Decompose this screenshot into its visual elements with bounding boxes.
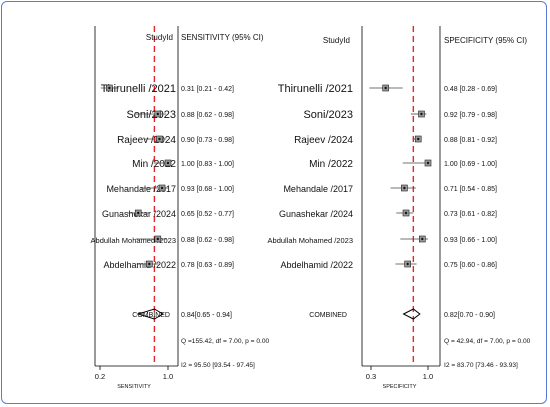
study-name: Abdelhamid /2022 [103, 260, 176, 270]
point-estimate-dot [421, 237, 424, 241]
ci-value: 0.75 [0.60 - 0.86] [444, 262, 497, 269]
point-estimate-dot [108, 86, 111, 90]
study-name: Mehandale /2017 [106, 184, 176, 194]
heterogeneity-stat: Q =155.42, df = 7.00, p = 0.00 [181, 338, 270, 345]
point-estimate-dot [160, 186, 164, 190]
ci-value: 0.48 [0.28 - 0.69] [444, 86, 497, 93]
ci-value: 0.92 [0.79 - 0.98] [444, 112, 497, 119]
point-estimate-dot [403, 186, 406, 190]
x-tick-label: 0.3 [366, 372, 376, 381]
ci-value: 0.71 [0.54 - 0.85] [444, 186, 497, 193]
point-estimate-dot [158, 137, 161, 141]
column-header-estimate: SENSITIVITY (95% CI) [181, 33, 264, 42]
study-name: Soni/2023 [126, 109, 176, 121]
x-tick-label: 1.0 [423, 372, 433, 381]
study-name: Rajeev /2024 [294, 135, 353, 146]
point-estimate-dot [156, 112, 159, 116]
ci-value: 0.88 [0.62 - 0.98] [181, 112, 234, 119]
point-estimate-dot [137, 211, 140, 215]
study-name: Thirunelli /2021 [101, 83, 176, 95]
column-header-study: StudyId [323, 36, 350, 45]
ci-value: 0.31 [0.21 - 0.42] [181, 86, 234, 93]
ci-value: 0.88 [0.81 - 0.92] [444, 137, 497, 144]
combined-ci-value: 0.82[0.70 - 0.90] [444, 312, 495, 319]
point-estimate-dot [156, 237, 159, 241]
ci-value: 1.00 [0.69 - 1.00] [444, 161, 497, 168]
ci-value: 0.93 [0.68 - 1.00] [181, 186, 234, 193]
point-estimate-dot [406, 262, 409, 266]
combined-diamond [136, 308, 164, 320]
study-name: Abdullah Mohamed /2023 [268, 236, 353, 245]
study-name: Thirunelli /2021 [278, 83, 353, 95]
column-header-study: StudyId [146, 33, 173, 42]
ci-value: 0.78 [0.63 - 0.89] [181, 262, 234, 269]
ci-value: 1.00 [0.83 - 1.00] [181, 161, 234, 168]
study-name: Min /2022 [132, 159, 176, 170]
x-axis-label: SPECIFICITY [383, 384, 417, 390]
ci-value: 0.73 [0.61 - 0.82] [444, 211, 497, 218]
combined-label: COMBINED [309, 312, 347, 319]
study-name: Rajeev /2024 [117, 135, 176, 146]
x-axis-label: SENSITIVITY [117, 384, 151, 390]
study-name: Abdullah Mohamed /2023 [91, 236, 176, 245]
column-header-estimate: SPECIFICITY (95% CI) [444, 36, 527, 45]
ci-value: 0.93 [0.66 - 1.00] [444, 237, 497, 244]
study-name: Abdelhamid /2022 [280, 260, 353, 270]
study-name: Min /2022 [309, 159, 353, 170]
ci-value: 0.88 [0.62 - 0.98] [181, 237, 234, 244]
point-estimate-dot [384, 86, 387, 90]
combined-diamond [402, 308, 421, 320]
x-tick-label: 0.2 [95, 372, 105, 381]
combined-ci-value: 0.84[0.65 - 0.94] [181, 312, 232, 319]
ci-value: 0.90 [0.73 - 0.98] [181, 137, 234, 144]
x-tick-label: 1.0 [163, 372, 173, 381]
heterogeneity-stat: I2 = 83.70 [73.46 - 93.93] [444, 362, 518, 369]
point-estimate-dot [417, 137, 420, 141]
ci-value: 0.65 [0.52 - 0.77] [181, 211, 234, 218]
point-estimate-dot [148, 262, 151, 266]
point-estimate-dot [420, 112, 423, 116]
study-name: Soni/2023 [303, 109, 353, 121]
study-name: Mehandale /2017 [283, 184, 353, 194]
study-name: Gunashekar /2024 [279, 209, 353, 219]
heterogeneity-stat: Q = 42.94, df = 7.00, p = 0.00 [444, 338, 531, 345]
point-estimate-dot [166, 161, 170, 165]
point-estimate-dot [426, 161, 430, 165]
heterogeneity-stat: I2 = 95.50 [93.54 - 97.45] [181, 362, 255, 369]
combined-label: COMBINED [132, 312, 170, 319]
point-estimate-dot [404, 211, 408, 215]
